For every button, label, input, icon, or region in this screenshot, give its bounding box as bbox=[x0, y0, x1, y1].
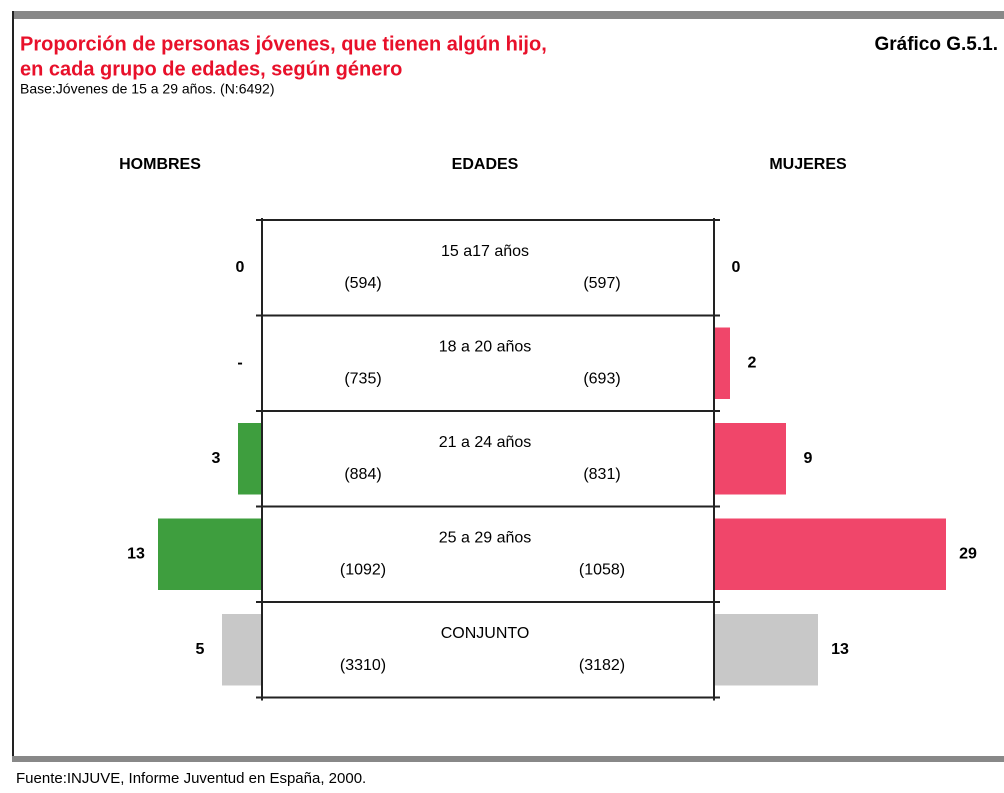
count-label: (594) bbox=[344, 275, 381, 292]
value-label: 9 bbox=[804, 450, 813, 467]
value-label: 13 bbox=[127, 545, 145, 562]
bar bbox=[158, 518, 262, 590]
source: Fuente:INJUVE, Informe Juventud en Españ… bbox=[16, 770, 366, 787]
count-label: (1092) bbox=[340, 562, 386, 579]
bar bbox=[714, 518, 946, 590]
value-label: 5 bbox=[196, 641, 205, 658]
count-label: (693) bbox=[583, 371, 620, 388]
left-header: HOMBRES bbox=[119, 156, 201, 173]
center-header: EDADES bbox=[452, 156, 519, 173]
bottom-band bbox=[12, 756, 1004, 762]
value-label: 3 bbox=[212, 450, 221, 467]
bar bbox=[714, 614, 818, 686]
category-label: CONJUNTO bbox=[441, 625, 530, 642]
count-label: (884) bbox=[344, 466, 381, 483]
value-label: - bbox=[237, 354, 242, 371]
count-label: (597) bbox=[583, 275, 620, 292]
value-label: 2 bbox=[748, 354, 757, 371]
count-label: (735) bbox=[344, 371, 381, 388]
value-label: 13 bbox=[831, 641, 849, 658]
category-label: 18 a 20 años bbox=[439, 339, 532, 356]
category-label: 25 a 29 años bbox=[439, 530, 532, 547]
count-label: (3310) bbox=[340, 657, 386, 674]
subtitle: Base:Jóvenes de 15 a 29 años. (N:6492) bbox=[20, 81, 275, 97]
value-label: 0 bbox=[236, 259, 245, 276]
category-label: 15 a17 años bbox=[441, 243, 529, 260]
count-label: (3182) bbox=[579, 657, 625, 674]
count-label: (831) bbox=[583, 466, 620, 483]
chart-title: en cada grupo de edades, según género bbox=[20, 58, 402, 80]
figure-number: Gráfico G.5.1. bbox=[874, 34, 998, 55]
bar bbox=[714, 327, 730, 399]
top-band bbox=[12, 11, 1004, 19]
bar bbox=[238, 423, 262, 495]
bar bbox=[714, 423, 786, 495]
category-label: 21 a 24 años bbox=[439, 434, 532, 451]
chart-title: Proporción de personas jóvenes, que tien… bbox=[20, 33, 547, 55]
value-label: 29 bbox=[959, 545, 977, 562]
count-label: (1058) bbox=[579, 562, 625, 579]
right-header: MUJERES bbox=[769, 156, 847, 173]
bar bbox=[222, 614, 262, 686]
value-label: 0 bbox=[732, 259, 741, 276]
